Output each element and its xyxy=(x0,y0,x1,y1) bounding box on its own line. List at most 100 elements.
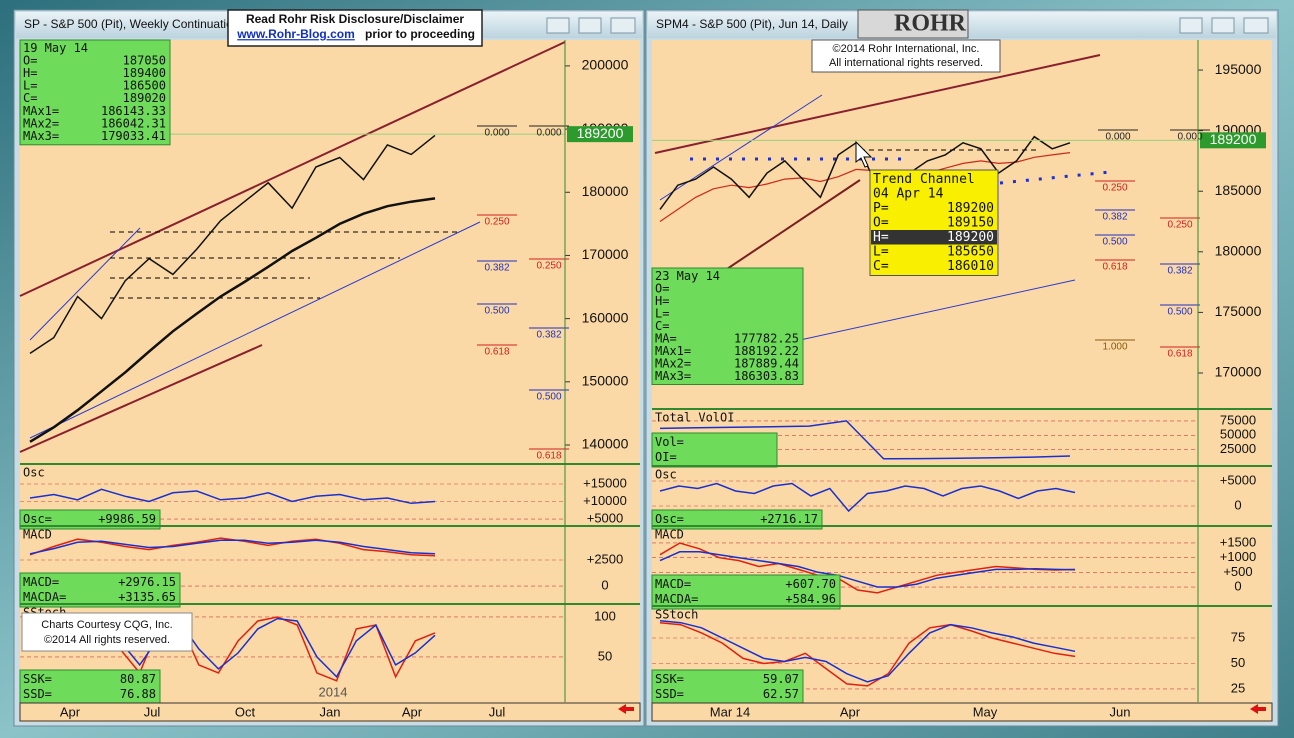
fib-label: 0.382 xyxy=(536,330,561,341)
y-tick-label: 50000 xyxy=(1220,427,1256,442)
fib-label: 0.000 xyxy=(1177,132,1202,143)
y-tick-label: +10000 xyxy=(583,493,627,508)
readout-label: SSK= xyxy=(23,672,52,686)
readout-label: MAx3= xyxy=(655,369,691,383)
fib-label: 0.382 xyxy=(1102,212,1127,223)
window-buttons[interactable] xyxy=(546,17,1269,34)
y-tick-label: 195000 xyxy=(1215,61,1262,77)
y-tick-label: +500 xyxy=(1223,564,1252,579)
fib-label: 0.250 xyxy=(1102,183,1127,194)
fib-label: 0.382 xyxy=(1167,266,1192,277)
credit-text: ©2014 All rights reserved. xyxy=(44,634,170,646)
y-tick-label: 180000 xyxy=(1215,243,1262,259)
readout-box xyxy=(651,267,804,385)
readout-box xyxy=(19,669,161,705)
x-tick-label: Jul xyxy=(489,704,506,719)
popup-label: C= xyxy=(873,259,889,274)
logo-box xyxy=(857,9,969,39)
readout-label: L= xyxy=(23,79,37,93)
readout-value: 179033.41 xyxy=(101,129,166,143)
popup-value: 189200 xyxy=(947,201,994,216)
fib-label: 0.250 xyxy=(1167,220,1192,231)
series-line xyxy=(659,420,1071,460)
readout-label: MACD= xyxy=(655,577,691,591)
x-tick-label: Jun xyxy=(1110,704,1131,719)
readout-box xyxy=(651,574,841,610)
fib-label: 0.618 xyxy=(1167,349,1192,360)
readout-value: 188192.22 xyxy=(734,344,799,358)
close-button[interactable] xyxy=(610,17,636,34)
minimize-button[interactable] xyxy=(546,17,570,34)
x-tick-label: Oct xyxy=(235,704,256,719)
panel-name: SStoch xyxy=(655,608,698,622)
popup-value: 186010 xyxy=(947,259,994,274)
readout-label: MACDA= xyxy=(23,590,66,604)
panel-name: MACD xyxy=(655,528,684,542)
logo-text: ROHR xyxy=(894,11,967,37)
fib-label: 0.618 xyxy=(1102,262,1127,273)
readout-value: 187889.44 xyxy=(734,356,799,370)
readout-box xyxy=(651,432,778,468)
channel-mid xyxy=(29,221,481,439)
y-tick-label: +1500 xyxy=(1220,534,1257,549)
copyright-text: ©2014 Rohr International, Inc. xyxy=(833,43,980,55)
readout-label: O= xyxy=(23,53,37,67)
fib-label: 0.000 xyxy=(1105,132,1130,143)
series-line xyxy=(659,542,1076,594)
x-tick-label: Mar 14 xyxy=(710,704,750,719)
popup-label: P= xyxy=(873,201,889,216)
readout-label: C= xyxy=(23,91,37,105)
readout-value: +2716.17 xyxy=(760,512,818,526)
close-button[interactable] xyxy=(1243,17,1269,34)
readout-label: MAx1= xyxy=(655,344,691,358)
panel-name: Total VolOI xyxy=(655,411,734,425)
readout-value: 59.07 xyxy=(763,672,799,686)
trend-line xyxy=(29,227,141,341)
readout-label: OI= xyxy=(655,450,677,464)
series-line xyxy=(659,621,1076,687)
y-tick-label: 175000 xyxy=(1215,303,1262,319)
series-line xyxy=(29,539,436,555)
panel-name: MACD xyxy=(23,528,52,542)
readout-value: 62.57 xyxy=(763,687,799,701)
readout-value: 189400 xyxy=(123,66,166,80)
panel-name: Osc xyxy=(655,468,677,482)
readout-value: 186042.31 xyxy=(101,116,166,130)
fib-label: 0.000 xyxy=(536,128,561,139)
readout-value: +9986.59 xyxy=(98,512,156,526)
credit-text: Charts Courtesy CQG, Inc. xyxy=(41,619,172,631)
date-axis xyxy=(651,702,1273,722)
readout-value: 76.88 xyxy=(120,687,156,701)
scroll-arrow xyxy=(1250,704,1266,714)
x-tick-label: Apr xyxy=(402,704,423,719)
popup-value: 189200 xyxy=(947,230,994,245)
disclaimer-link[interactable]: www.Rohr-Blog.com xyxy=(236,27,355,41)
popup-label: L= xyxy=(873,244,889,259)
popup-label: H= xyxy=(873,230,889,245)
y-tick-label: +2500 xyxy=(587,551,624,566)
fib-label: 0.250 xyxy=(536,261,561,272)
fib-label: 0.382 xyxy=(484,263,509,274)
last-price-label: 189200 xyxy=(1210,131,1257,147)
maximize-button[interactable] xyxy=(1211,17,1235,34)
series-line xyxy=(659,551,1076,588)
x-tick-label: Jan xyxy=(320,704,341,719)
last-price-tag xyxy=(567,126,633,143)
readout-label: MACD= xyxy=(23,575,59,589)
readout-value: 189020 xyxy=(123,91,166,105)
fib-label: 0.500 xyxy=(484,306,509,317)
y-tick-label: 0 xyxy=(1234,578,1241,593)
y-tick-label: 180000 xyxy=(582,183,629,199)
minimize-button[interactable] xyxy=(1179,17,1203,34)
readout-value: +2976.15 xyxy=(118,575,176,589)
readout-label: MAx3= xyxy=(23,129,59,143)
readout-label: O= xyxy=(655,281,669,295)
disclaimer-text: Read Rohr Risk Disclosure/Disclaimer xyxy=(246,12,464,26)
readout-box xyxy=(19,39,171,146)
readout-label: H= xyxy=(23,66,37,80)
readout-value: +607.70 xyxy=(785,577,836,591)
popup-title: Trend Channel xyxy=(873,172,975,187)
maximize-button[interactable] xyxy=(578,17,602,34)
scroll-arrow xyxy=(618,704,634,714)
credit-box xyxy=(21,612,193,652)
